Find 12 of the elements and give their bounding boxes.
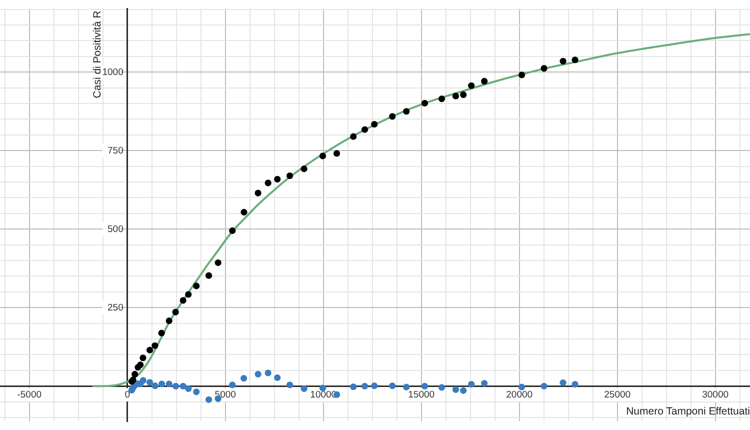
y-tick-label: 1000 <box>102 66 124 78</box>
y-tick-label: 750 <box>108 145 124 156</box>
y-tick-label: 500 <box>108 224 124 235</box>
x-tick-label: -5000 <box>17 389 42 400</box>
x-tick-label: 15000 <box>408 389 435 400</box>
x-tick-label: 20000 <box>506 389 533 400</box>
x-tick-label: 0 <box>124 389 130 400</box>
y-axis-title: Casi di Positività R <box>91 10 104 98</box>
y-tick-label: 250 <box>108 302 124 314</box>
x-axis-title: Numero Tamponi Effettuati <box>626 406 750 418</box>
x-tick-label: 30000 <box>702 389 729 400</box>
x-tick-label: 25000 <box>604 389 631 400</box>
